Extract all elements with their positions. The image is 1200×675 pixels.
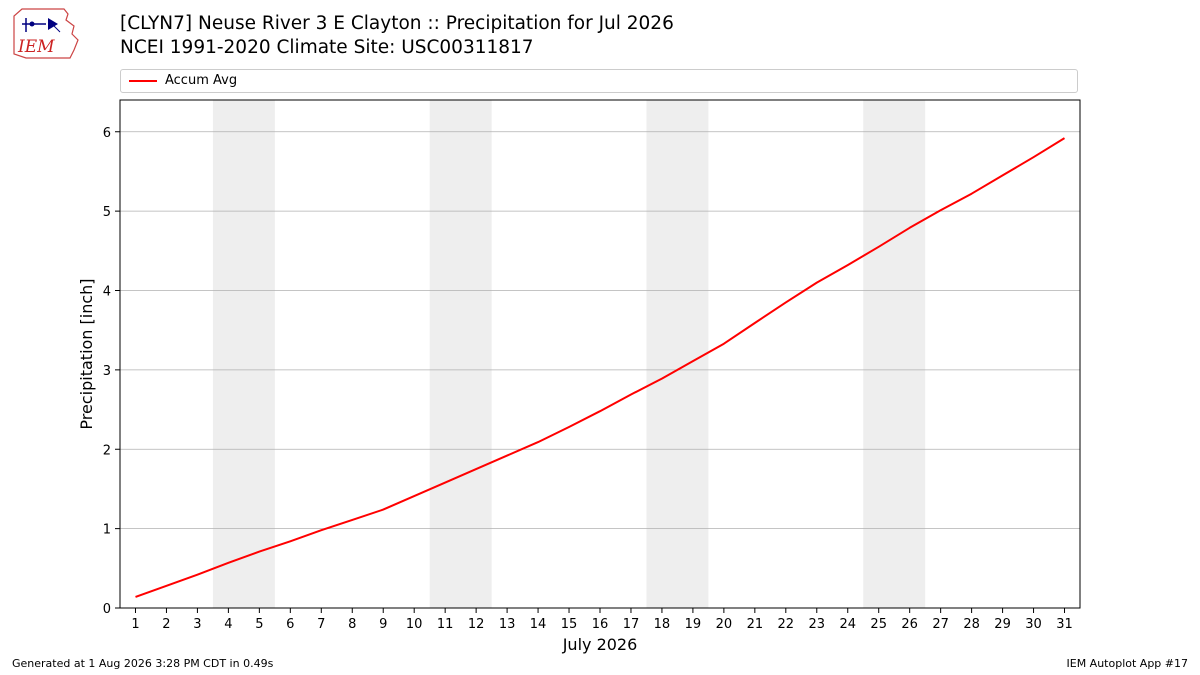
x-tick-label-9: 9 — [379, 617, 387, 632]
app-credit: IEM Autoplot App #17 — [1066, 657, 1189, 670]
x-tick-label-14: 14 — [530, 617, 547, 632]
weekend-band-3 — [646, 100, 709, 608]
x-tick-label-25: 25 — [870, 617, 887, 632]
x-tick-label-3: 3 — [193, 617, 201, 632]
x-tick-label-17: 17 — [623, 617, 640, 632]
weekend-band-4 — [863, 100, 926, 608]
x-tick-label-2: 2 — [162, 617, 170, 632]
x-tick-label-8: 8 — [348, 617, 356, 632]
x-tick-label-13: 13 — [499, 617, 516, 632]
legend: Accum Avg — [120, 69, 1078, 93]
x-tick-label-26: 26 — [901, 617, 918, 632]
chart-subtitle: NCEI 1991-2020 Climate Site: USC00311817 — [120, 37, 534, 58]
y-tick-label-6: 6 — [103, 126, 111, 141]
y-tick-label-1: 1 — [103, 523, 111, 538]
x-tick-label-29: 29 — [994, 617, 1011, 632]
x-tick-label-4: 4 — [224, 617, 232, 632]
x-tick-label-27: 27 — [932, 617, 949, 632]
x-tick-label-15: 15 — [561, 617, 578, 632]
x-tick-label-7: 7 — [317, 617, 325, 632]
plot-frame — [119, 99, 1081, 609]
x-tick-label-11: 11 — [437, 617, 454, 632]
weekend-band-1 — [212, 100, 275, 608]
chart-title: [CLYN7] Neuse River 3 E Clayton :: Preci… — [120, 13, 674, 34]
y-tick-label-3: 3 — [103, 364, 111, 379]
y-tick-label-0: 0 — [103, 602, 111, 617]
x-tick-label-31: 31 — [1056, 617, 1073, 632]
x-tick-label-30: 30 — [1025, 617, 1042, 632]
y-tick-label-4: 4 — [103, 285, 111, 300]
x-tick-label-5: 5 — [255, 617, 263, 632]
y-tick-label-5: 5 — [103, 205, 111, 220]
x-tick-label-1: 1 — [131, 617, 139, 632]
y-tick-label-2: 2 — [103, 443, 111, 458]
x-tick-label-21: 21 — [747, 617, 764, 632]
x-tick-label-10: 10 — [406, 617, 423, 632]
x-tick-label-23: 23 — [809, 617, 826, 632]
logo-text: IEM — [17, 37, 55, 57]
iem-logo-icon: IEM — [13, 8, 79, 59]
x-tick-label-24: 24 — [839, 617, 856, 632]
x-tick-label-6: 6 — [286, 617, 294, 632]
x-tick-label-18: 18 — [654, 617, 671, 632]
legend-label-accum-avg: Accum Avg — [165, 73, 238, 88]
legend-swatch-accum-avg — [129, 80, 157, 82]
x-tick-label-20: 20 — [716, 617, 733, 632]
y-axis-label: Precipitation [inch] — [77, 278, 96, 429]
x-axis-label: July 2026 — [562, 635, 638, 654]
x-tick-label-12: 12 — [468, 617, 485, 632]
generated-timestamp: Generated at 1 Aug 2026 3:28 PM CDT in 0… — [12, 657, 274, 670]
weekend-band-2 — [429, 100, 492, 608]
x-tick-label-28: 28 — [963, 617, 980, 632]
series-line-accum-avg — [135, 137, 1066, 598]
x-tick-label-16: 16 — [592, 617, 609, 632]
x-tick-label-19: 19 — [685, 617, 702, 632]
x-tick-label-22: 22 — [778, 617, 795, 632]
